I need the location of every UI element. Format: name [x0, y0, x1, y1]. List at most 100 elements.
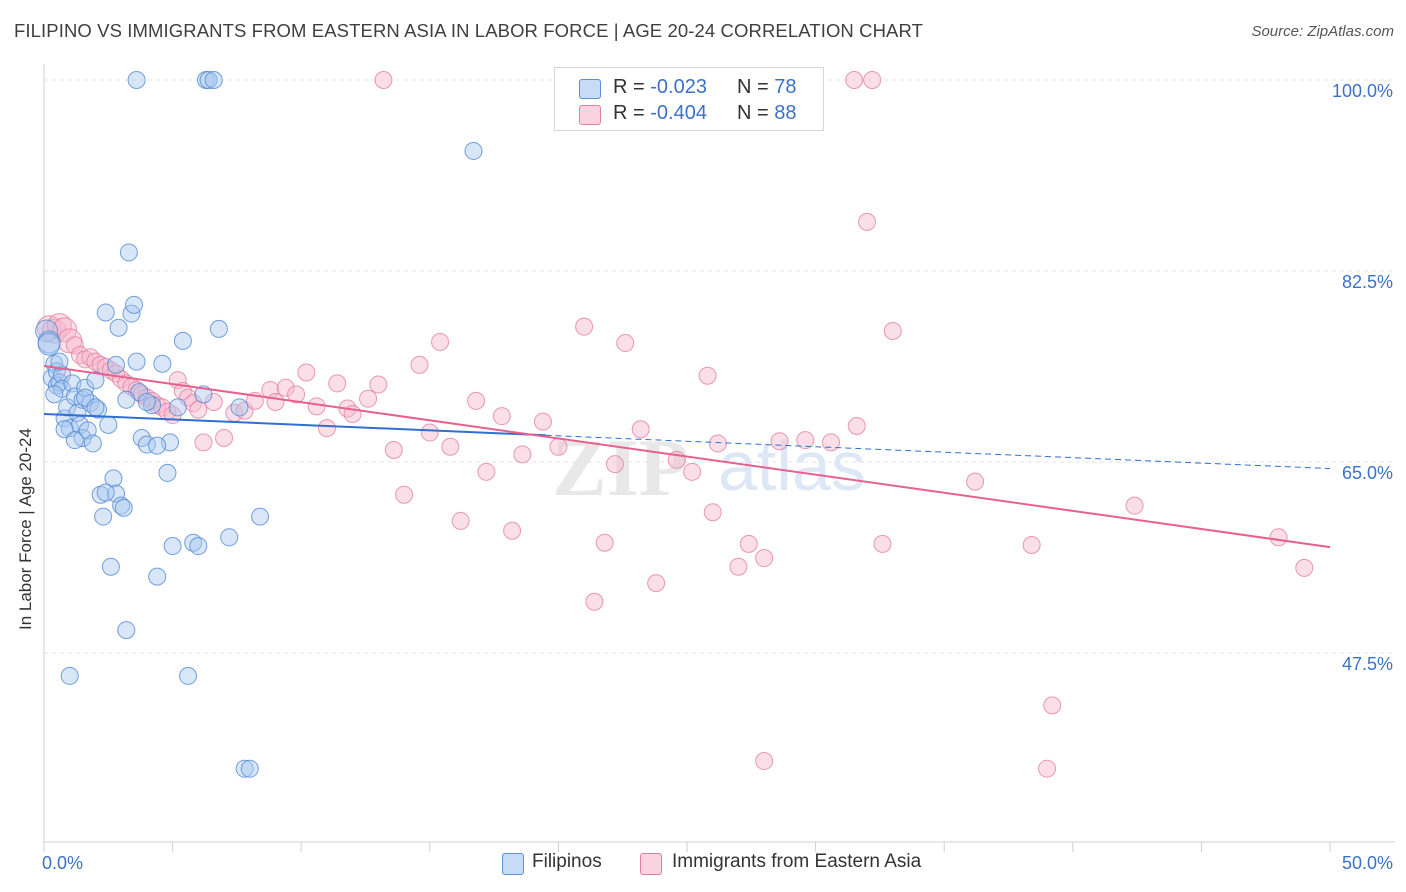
data-point-eastern-asia — [266, 392, 285, 411]
data-point-eastern-asia — [276, 378, 295, 397]
data-point-filipinos — [109, 318, 128, 337]
data-point-eastern-asia — [1125, 496, 1144, 515]
data-point-eastern-asia — [683, 462, 702, 481]
legend-label-filipinos: Filipinos — [532, 851, 602, 872]
y-tick-label: 82.5% — [1342, 272, 1393, 292]
data-point-eastern-asia — [708, 434, 727, 453]
data-point-filipinos — [94, 507, 113, 526]
data-point-filipinos — [107, 355, 126, 374]
data-point-eastern-asia — [117, 374, 136, 393]
data-point-eastern-asia — [204, 392, 223, 411]
data-point-eastern-asia — [328, 374, 347, 393]
data-point-filipinos — [158, 463, 177, 482]
data-point-eastern-asia — [189, 400, 208, 419]
data-point-eastern-asia — [395, 485, 414, 504]
data-point-eastern-asia — [158, 402, 177, 421]
data-point-eastern-asia — [585, 592, 604, 611]
legend-n: N = 78 — [737, 76, 797, 99]
data-point-eastern-asia — [359, 389, 378, 408]
axes — [43, 64, 1395, 852]
data-point-eastern-asia — [65, 336, 84, 355]
data-point-eastern-asia — [883, 322, 902, 341]
data-point-eastern-asia — [492, 407, 511, 426]
y-tick-label: 100.0% — [1332, 81, 1393, 101]
data-point-filipinos — [184, 533, 203, 552]
data-point-filipinos — [235, 759, 254, 778]
y-tick-label: 65.0% — [1342, 463, 1393, 483]
data-point-filipinos — [189, 537, 208, 556]
data-point-eastern-asia — [755, 549, 774, 568]
trend-lines — [43, 364, 1331, 549]
data-point-eastern-asia — [533, 412, 552, 431]
data-point-filipinos — [50, 352, 69, 371]
data-point-eastern-asia — [647, 574, 666, 593]
x-tick-label-left: 0.0% — [42, 853, 83, 873]
data-point-eastern-asia — [966, 472, 985, 491]
data-point-eastern-asia — [698, 366, 717, 385]
data-point-eastern-asia — [858, 212, 877, 231]
stats-legend: R = -0.023 N = 78 R = -0.404 N = 88 — [554, 67, 824, 131]
data-point-filipinos — [117, 621, 136, 640]
legend-r-value: -0.404 — [650, 102, 707, 124]
trend-line-filipinos-extrapolated — [545, 434, 1331, 470]
data-point-eastern-asia — [770, 432, 789, 451]
legend-label-eastern-asia: Immigrants from Eastern Asia — [672, 851, 922, 872]
legend-r-label: R = — [613, 102, 645, 124]
data-point-eastern-asia — [822, 433, 841, 452]
data-point-filipinos — [209, 319, 228, 338]
data-point-filipinos — [194, 385, 213, 404]
data-point-filipinos — [86, 398, 105, 417]
data-point-filipinos — [148, 436, 167, 455]
data-point-filipinos — [83, 434, 102, 453]
data-point-eastern-asia — [1295, 558, 1314, 577]
data-point-eastern-asia — [451, 511, 470, 530]
data-point-filipinos — [240, 759, 259, 778]
watermark-zip: ZIP — [552, 422, 689, 513]
trend-line-filipinos — [43, 412, 546, 437]
chart-title: FILIPINO VS IMMIGRANTS FROM EASTERN ASIA… — [14, 20, 924, 41]
data-point-eastern-asia — [297, 363, 316, 382]
series-legend: Filipinos Immigrants from Eastern Asia — [0, 851, 1406, 877]
data-point-filipinos — [173, 331, 192, 350]
data-point-filipinos — [127, 71, 146, 89]
data-point-filipinos — [230, 398, 249, 417]
data-point-filipinos — [204, 71, 223, 89]
grid-lines — [44, 79, 1395, 654]
data-point-filipinos — [163, 537, 182, 556]
data-point-filipinos — [96, 303, 115, 322]
data-point-filipinos — [89, 400, 108, 419]
data-point-eastern-asia — [420, 423, 439, 442]
data-point-filipinos — [168, 398, 187, 417]
data-point-eastern-asia — [605, 455, 624, 474]
series-filipinos-points — [35, 71, 483, 778]
zipatlas-watermark: ZIP atlas — [552, 422, 866, 513]
legend-n-value: 88 — [774, 102, 797, 124]
data-point-filipinos — [464, 141, 483, 160]
data-point-eastern-asia — [410, 355, 429, 374]
data-point-filipinos — [179, 666, 198, 685]
data-point-filipinos — [104, 469, 123, 488]
data-point-eastern-asia — [1043, 696, 1062, 715]
legend-swatch-eastern-asia — [640, 853, 662, 875]
data-point-filipinos — [117, 390, 136, 409]
data-point-eastern-asia — [595, 533, 614, 552]
data-point-filipinos — [127, 352, 146, 371]
data-point-eastern-asia — [215, 428, 234, 447]
data-point-eastern-asia — [374, 71, 393, 89]
data-point-filipinos — [153, 354, 172, 373]
legend-r-value: -0.023 — [650, 76, 707, 98]
legend-n-value: 78 — [774, 76, 797, 98]
data-point-filipinos — [220, 528, 239, 547]
data-point-eastern-asia — [317, 419, 336, 438]
data-point-eastern-asia — [287, 385, 306, 404]
data-point-filipinos — [143, 396, 162, 415]
data-point-eastern-asia — [503, 521, 522, 540]
data-point-eastern-asia — [41, 318, 67, 344]
data-point-eastern-asia — [467, 391, 486, 410]
data-point-filipinos — [37, 332, 61, 356]
legend-swatch-filipinos — [502, 853, 524, 875]
trend-line-eastern-asia — [43, 364, 1331, 549]
data-point-filipinos — [148, 567, 167, 586]
data-point-eastern-asia — [631, 420, 650, 439]
